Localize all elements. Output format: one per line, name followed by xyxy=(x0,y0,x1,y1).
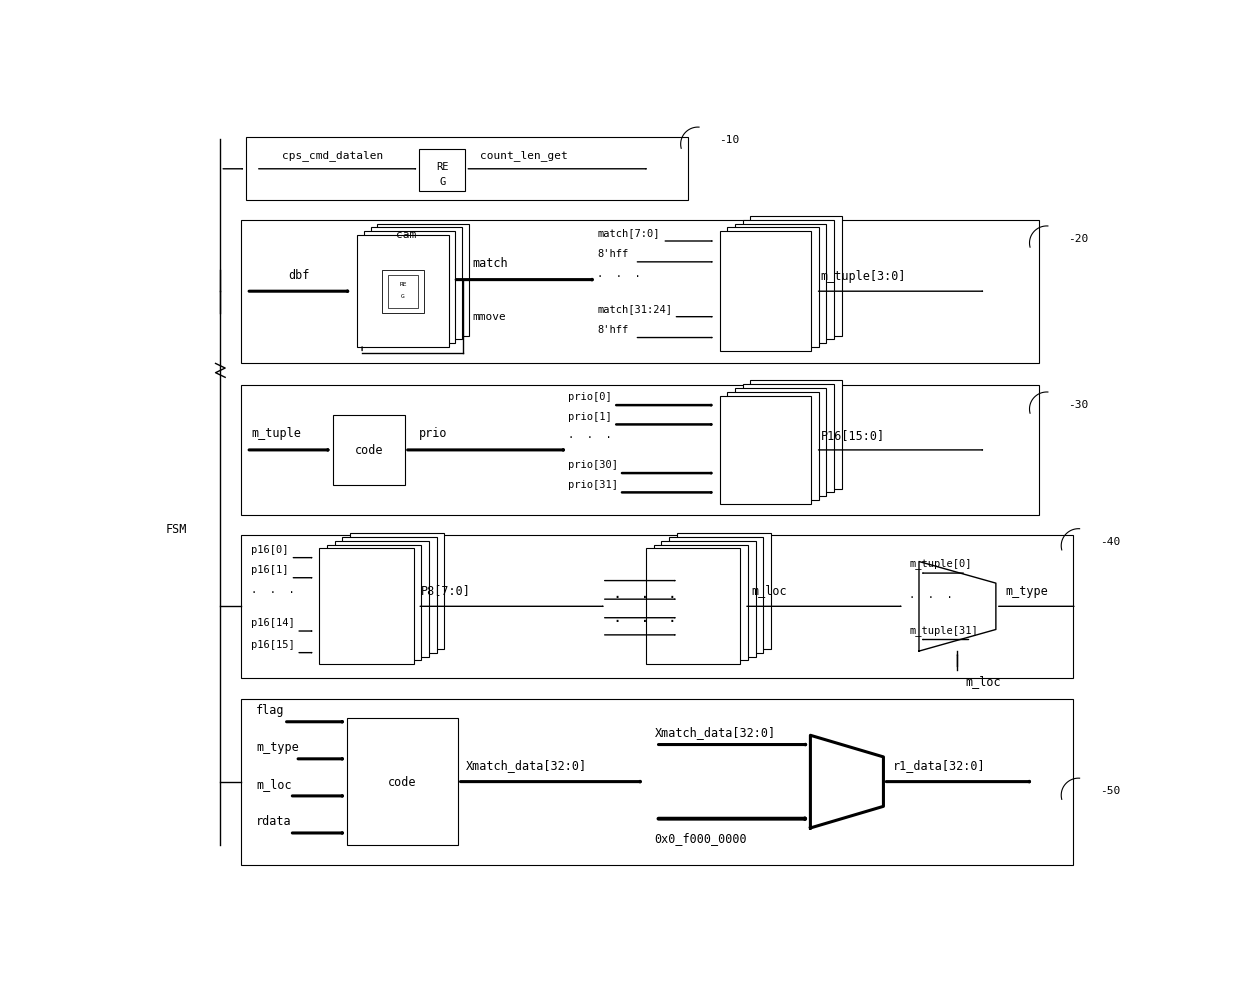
Text: m_type: m_type xyxy=(1006,584,1048,597)
Bar xyxy=(371,228,463,340)
Text: ·  ·  ·: · · · xyxy=(568,433,613,443)
Text: p16[0]: p16[0] xyxy=(250,544,289,554)
Bar xyxy=(332,416,404,485)
Text: FSM: FSM xyxy=(165,523,187,536)
Text: prio[0]: prio[0] xyxy=(568,392,613,402)
Text: p16[1]: p16[1] xyxy=(250,564,289,574)
Bar xyxy=(419,149,465,192)
Text: code: code xyxy=(388,776,417,789)
Text: cam: cam xyxy=(396,229,415,239)
Text: Xmatch_data[32:0]: Xmatch_data[32:0] xyxy=(655,725,776,738)
Text: -30: -30 xyxy=(1068,400,1089,410)
Bar xyxy=(335,541,429,657)
Text: prio[1]: prio[1] xyxy=(568,411,613,421)
Bar xyxy=(242,386,1039,515)
Bar xyxy=(735,224,826,344)
Bar xyxy=(661,541,755,657)
Text: m_tuple[3:0]: m_tuple[3:0] xyxy=(821,270,906,283)
Text: -10: -10 xyxy=(719,135,739,145)
Bar xyxy=(653,545,748,660)
Text: dbf: dbf xyxy=(289,269,310,282)
Text: ·  ·  ·: · · · xyxy=(909,592,954,602)
Bar xyxy=(646,549,740,664)
Text: match[31:24]: match[31:24] xyxy=(596,304,672,314)
Text: match: match xyxy=(472,257,508,270)
Text: m_type: m_type xyxy=(255,739,299,753)
Bar xyxy=(377,224,469,337)
Text: p16[15]: p16[15] xyxy=(250,639,295,649)
Bar xyxy=(388,276,418,309)
Bar xyxy=(242,220,1039,364)
Bar xyxy=(242,535,1073,678)
Text: Xmatch_data[32:0]: Xmatch_data[32:0] xyxy=(465,759,587,771)
Bar xyxy=(728,228,818,348)
Text: ·  ·  ·: · · · xyxy=(596,272,641,282)
Text: RE: RE xyxy=(436,162,449,172)
Text: ·  ·  ·: · · · xyxy=(250,587,295,597)
Bar xyxy=(327,545,422,660)
Bar xyxy=(750,381,842,489)
Bar xyxy=(670,537,764,653)
Bar xyxy=(750,216,842,337)
Bar xyxy=(357,235,449,348)
Bar xyxy=(320,549,413,664)
Bar xyxy=(728,393,818,501)
Bar xyxy=(347,718,458,846)
Text: prio[31]: prio[31] xyxy=(568,479,619,489)
Text: p16[14]: p16[14] xyxy=(250,617,295,627)
Bar xyxy=(735,389,826,497)
Text: m_tuple[0]: m_tuple[0] xyxy=(909,558,972,569)
Text: P16[15:0]: P16[15:0] xyxy=(821,428,884,441)
Bar xyxy=(743,385,835,493)
Bar xyxy=(743,220,835,340)
Text: G: G xyxy=(439,176,445,186)
Text: ·  ·  ·: · · · xyxy=(613,613,677,628)
Text: ·  ·  ·: · · · xyxy=(613,589,677,604)
Text: -40: -40 xyxy=(1100,536,1120,546)
Text: 8'hff: 8'hff xyxy=(596,325,629,335)
Text: cps_cmd_datalen: cps_cmd_datalen xyxy=(283,149,383,160)
Text: 0x0_f000_0000: 0x0_f000_0000 xyxy=(655,832,748,845)
Bar xyxy=(719,232,811,352)
Text: match[7:0]: match[7:0] xyxy=(596,227,660,237)
Text: count_len_get: count_len_get xyxy=(480,149,568,160)
Bar xyxy=(365,232,455,344)
Text: m_loc: m_loc xyxy=(965,674,1001,687)
Text: code: code xyxy=(355,444,383,457)
Text: rdata: rdata xyxy=(255,814,291,827)
Text: 8'hff: 8'hff xyxy=(596,248,629,259)
Text: m_tuple: m_tuple xyxy=(250,427,301,440)
Text: -20: -20 xyxy=(1068,233,1089,243)
Text: G: G xyxy=(401,294,404,299)
Text: m_loc: m_loc xyxy=(255,777,291,790)
Bar xyxy=(247,138,688,201)
Text: flag: flag xyxy=(255,702,284,715)
Bar xyxy=(677,533,771,649)
Text: prio[30]: prio[30] xyxy=(568,460,619,470)
Text: m_loc: m_loc xyxy=(751,584,787,596)
Text: r1_data[32:0]: r1_data[32:0] xyxy=(893,759,986,771)
Text: m_tuple[31]: m_tuple[31] xyxy=(909,624,978,635)
Bar xyxy=(350,533,444,649)
Bar xyxy=(342,537,436,653)
Text: mmove: mmove xyxy=(472,313,506,323)
Text: -50: -50 xyxy=(1100,786,1120,796)
Text: P8[7:0]: P8[7:0] xyxy=(422,584,471,596)
Text: prio: prio xyxy=(419,427,448,440)
Bar xyxy=(242,699,1073,865)
Bar xyxy=(382,272,424,314)
Text: RE: RE xyxy=(399,282,407,287)
Bar xyxy=(719,397,811,504)
